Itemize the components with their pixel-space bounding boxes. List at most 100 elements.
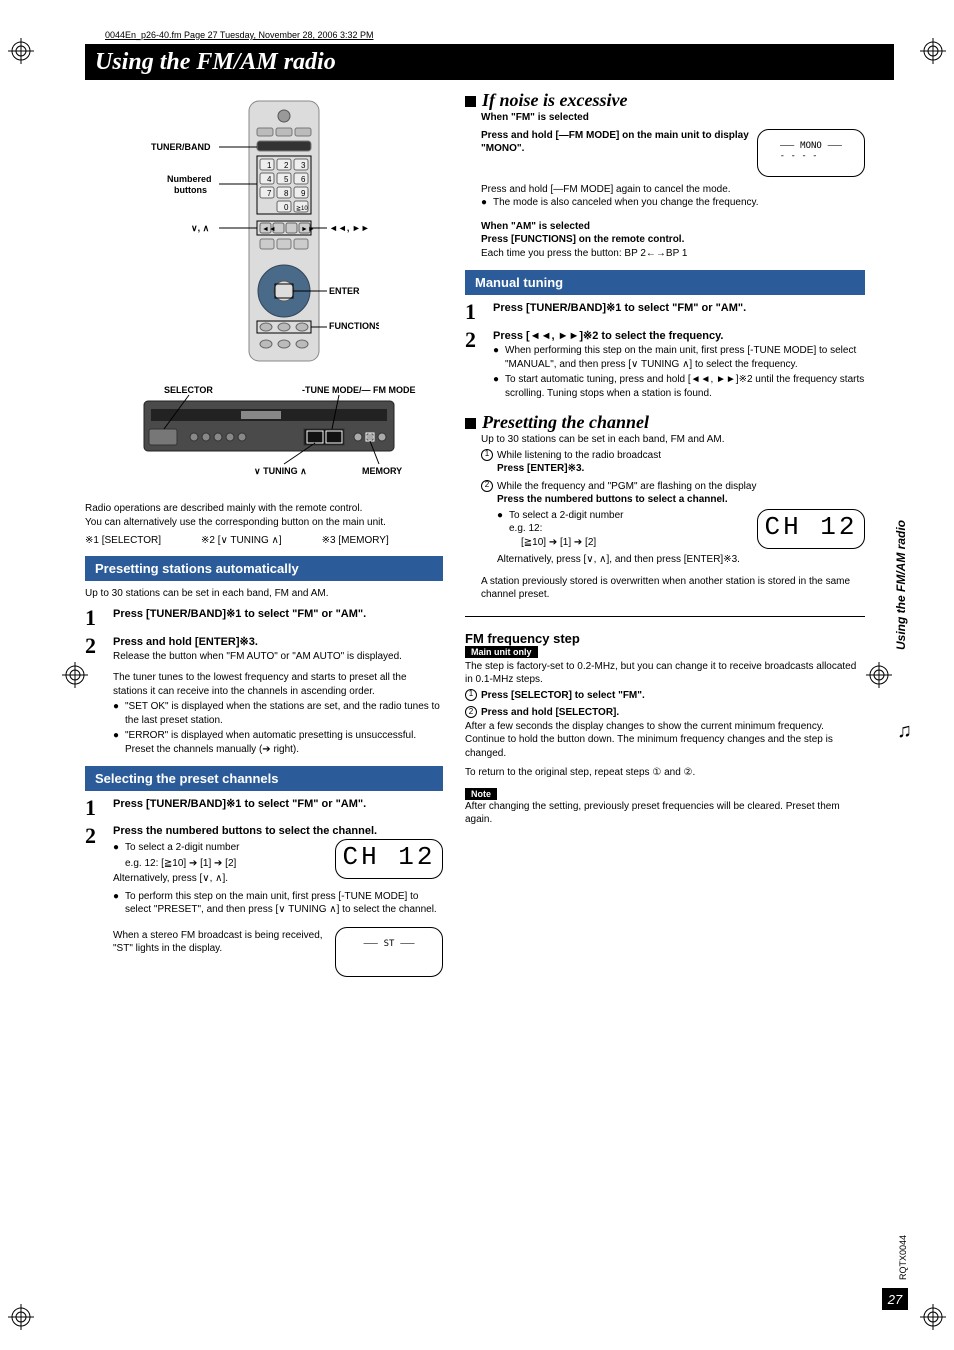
svg-text:≧10: ≧10 [296,206,308,212]
stereo-note: When a stereo FM broadcast is being rece… [113,929,327,956]
fm-step-heading: FM frequency step [465,631,865,646]
bullet: To start automatic tuning, press and hol… [505,373,865,400]
alternative: Alternatively, press [∨, ∧]. [113,872,327,886]
step-number: 1 [85,607,103,629]
fm-note-text: After changing the setting, previously p… [465,800,865,827]
when-am: When "AM" is selected [481,220,865,234]
svg-text:◄◄, ►►: ◄◄, ►► [329,223,370,233]
svg-text:ENTER: ENTER [329,286,360,296]
page-number: 27 [882,1288,908,1310]
svg-text:►►: ►► [301,226,315,233]
display-ch12: CH 12 [757,509,865,549]
svg-text:4: 4 [267,175,272,184]
bullet: "ERROR" is displayed when automatic pres… [125,729,443,756]
bullet: The mode is also canceled when you chang… [493,196,759,210]
step-number: 2 [465,329,483,400]
step-title: Press [TUNER/BAND]※1 to select "FM" or "… [493,301,865,314]
step-title: Press [◄◄, ►►]※2 to select the frequency… [493,329,865,342]
svg-text:6: 6 [301,175,306,184]
crop-mark-icon [920,1304,946,1330]
svg-text:3: 3 [301,161,306,170]
right-column: If noise is excessive When "FM" is selec… [465,90,865,983]
svg-text:MEMORY: MEMORY [362,466,402,476]
svg-text:1: 1 [267,161,272,170]
example: e.g. 12: [497,522,749,536]
svg-text:2: 2 [284,161,289,170]
am-instruction: Press [FUNCTIONS] on the remote control. [481,233,865,247]
preset-intro: Up to 30 stations can be set in each ban… [481,433,865,447]
step-number: 1 [465,301,483,323]
display-ch12: CH 12 [335,839,443,879]
display-st: ⸺ ST ⸺ [335,927,443,977]
svg-text:5: 5 [284,175,289,184]
presetting-heading: Presetting the channel [465,412,865,433]
side-tab-label: Using the FM/AM radio [894,520,908,650]
svg-text:SELECTOR: SELECTOR [164,385,213,395]
svg-text:9: 9 [301,189,306,198]
main-unit-diagram: SELECTOR -TUNE MODE/— FM MODE ∨ TUNING ∧… [85,379,443,492]
remote-control-diagram: 1 2 3 4 5 6 7 8 9 0 ≧10 ◄◄ ►► [85,96,443,369]
noise-heading: If noise is excessive [465,90,865,111]
section-manual-tuning: Manual tuning [465,270,865,295]
step-2: 2 Press the numbered buttons to select t… [85,825,443,977]
step-title: Press the numbered buttons to select the… [113,825,443,837]
svg-text:8: 8 [284,189,289,198]
intro-text-1: Radio operations are described mainly wi… [85,502,443,516]
music-note-icon: ♫ [897,720,912,743]
cancel-mode: Press and hold [—FM MODE] again to cance… [481,183,865,197]
step-2: 2 Press and hold [ENTER]※3. Release the … [85,635,443,757]
step-title: Press [TUNER/BAND]※1 to select "FM" or "… [113,797,443,810]
paragraph: The tuner tunes to the lowest frequency … [113,671,443,698]
preset-step-2b: Press the numbered buttons to select a c… [497,494,728,505]
ref-memory: ※3 [MEMORY] [322,535,389,546]
svg-text:7: 7 [267,189,272,198]
step-number: 1 [85,797,103,819]
left-column: 1 2 3 4 5 6 7 8 9 0 ≧10 ◄◄ ►► [85,90,443,983]
step-1: 1 Press [TUNER/BAND]※1 to select "FM" or… [465,301,865,323]
when-fm: When "FM" is selected [481,111,865,125]
step-number: 2 [85,635,103,757]
step-subtext: Release the button when "FM AUTO" or "AM… [113,650,443,664]
fm-step-return: To return to the original step, repeat s… [465,766,865,780]
preset-overwrite-note: A station previously stored is overwritt… [481,575,865,602]
svg-text:◄◄: ◄◄ [262,226,276,233]
intro-text-2: You can alternatively use the correspond… [85,516,443,530]
section-selecting-preset: Selecting the preset channels [85,766,443,791]
step-1: 1 Press [TUNER/BAND]※1 to select "FM" or… [85,797,443,819]
svg-text:FUNCTIONS: FUNCTIONS [329,321,379,331]
svg-text:buttons: buttons [174,185,207,195]
preset-step-1b: Press [ENTER]※3. [497,463,584,474]
example: e.g. 12: [≧10] ➔ [1] ➔ [2] [113,857,327,871]
reference-row: ※1 [SELECTOR] ※2 [∨ TUNING ∧] ※3 [MEMORY… [85,535,443,546]
crop-mark-icon [62,662,88,688]
svg-text:0: 0 [284,203,289,212]
fm-step-intro: The step is factory-set to 0.2-MHz, but … [465,660,865,687]
step-number: 2 [85,825,103,977]
fm-mode-instruction: Press and hold [—FM MODE] on the main un… [481,129,749,156]
svg-text:∨, ∧: ∨, ∧ [191,223,209,233]
file-header: 0044En_p26-40.fm Page 27 Tuesday, Novemb… [85,30,894,40]
manual-page: 0044En_p26-40.fm Page 27 Tuesday, Novemb… [0,0,954,1350]
fm-step-body: After a few seconds the display changes … [465,720,865,761]
example-seq: [≧10] ➔ [1] ➔ [2] [497,536,749,550]
title-bar: Using the FM/AM radio [85,44,894,80]
sec1-intro: Up to 30 stations can be set in each ban… [85,587,443,601]
svg-text:Numbered: Numbered [167,174,212,184]
display-mono: ⸺ MONO ⸺- - - - [757,129,865,177]
section-presetting-auto: Presetting stations automatically [85,556,443,581]
page-title: Using the FM/AM radio [95,49,336,76]
bullet: To select a 2-digit number [509,509,624,523]
label-tuner-band: TUNER/BAND [151,142,211,152]
svg-text:∨ TUNING ∧: ∨ TUNING ∧ [254,466,307,476]
step-title: Press and hold [ENTER]※3. [113,635,443,648]
crop-mark-icon [8,1304,34,1330]
main-unit-only-badge: Main unit only [465,646,538,658]
ref-tuning: ※2 [∨ TUNING ∧] [201,535,282,546]
note-badge: Note [465,788,497,800]
fm-substep-2: Press and hold [SELECTOR]. [481,706,619,720]
crop-mark-icon [866,662,892,688]
crop-mark-icon [920,38,946,64]
svg-text:-TUNE MODE/— FM MODE: -TUNE MODE/— FM MODE [302,385,416,395]
ref-selector: ※1 [SELECTOR] [85,535,161,546]
fm-substep-1: Press [SELECTOR] to select "FM". [481,689,645,703]
